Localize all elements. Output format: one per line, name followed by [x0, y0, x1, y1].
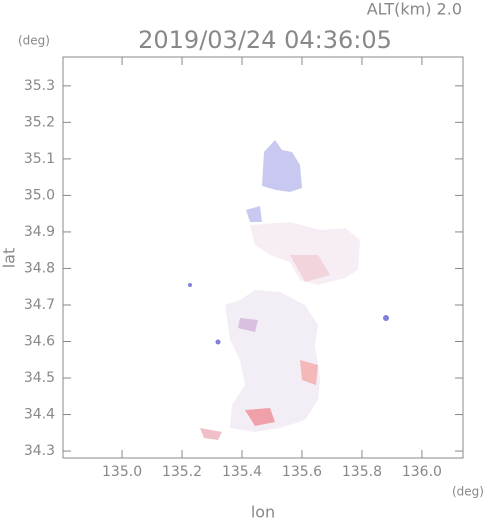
x-tick-label: 135.4 [222, 464, 262, 480]
y-tick-label: 35.3 [24, 78, 55, 94]
echo-region [300, 360, 318, 385]
echo-region [215, 339, 221, 345]
x-tick-label: 135.0 [102, 464, 142, 480]
chart-title: 2019/03/24 04:36:05 [138, 26, 392, 54]
y-tick-label: 34.5 [24, 370, 55, 386]
echo-region [188, 283, 192, 287]
echo-region [200, 428, 222, 440]
echo-region [238, 318, 258, 332]
x-tick-label: 135.8 [342, 464, 382, 480]
echo-region [225, 290, 320, 432]
echo-region [290, 255, 330, 282]
y-tick-label: 35.0 [24, 187, 55, 203]
echo-region [383, 315, 389, 321]
echo-region [246, 206, 262, 222]
x-tick-label: 136.0 [402, 464, 442, 480]
altitude-annotation: ALT(km) 2.0 [367, 0, 462, 19]
y-tick-label: 34.6 [24, 333, 55, 349]
y-tick-label: 34.8 [24, 260, 55, 276]
x-unit: (deg) [452, 485, 484, 499]
plot-frame [62, 56, 464, 459]
y-axis-label: lat [0, 248, 19, 269]
y-tick-label: 35.2 [24, 114, 55, 130]
echo-region [262, 140, 302, 192]
y-tick-label: 34.7 [24, 297, 55, 313]
y-tick-label: 34.9 [24, 224, 55, 240]
x-axis-label: lon [251, 503, 275, 521]
x-tick-label: 135.6 [282, 464, 322, 480]
echo-region [250, 222, 360, 285]
y-tick-label: 34.3 [24, 443, 55, 459]
y-tick-label: 34.4 [24, 407, 55, 423]
y-tick-label: 35.1 [24, 151, 55, 167]
echo-field [188, 140, 389, 440]
x-tick-label: 135.2 [162, 464, 202, 480]
echo-region [245, 408, 275, 426]
y-unit: (deg) [18, 34, 50, 48]
